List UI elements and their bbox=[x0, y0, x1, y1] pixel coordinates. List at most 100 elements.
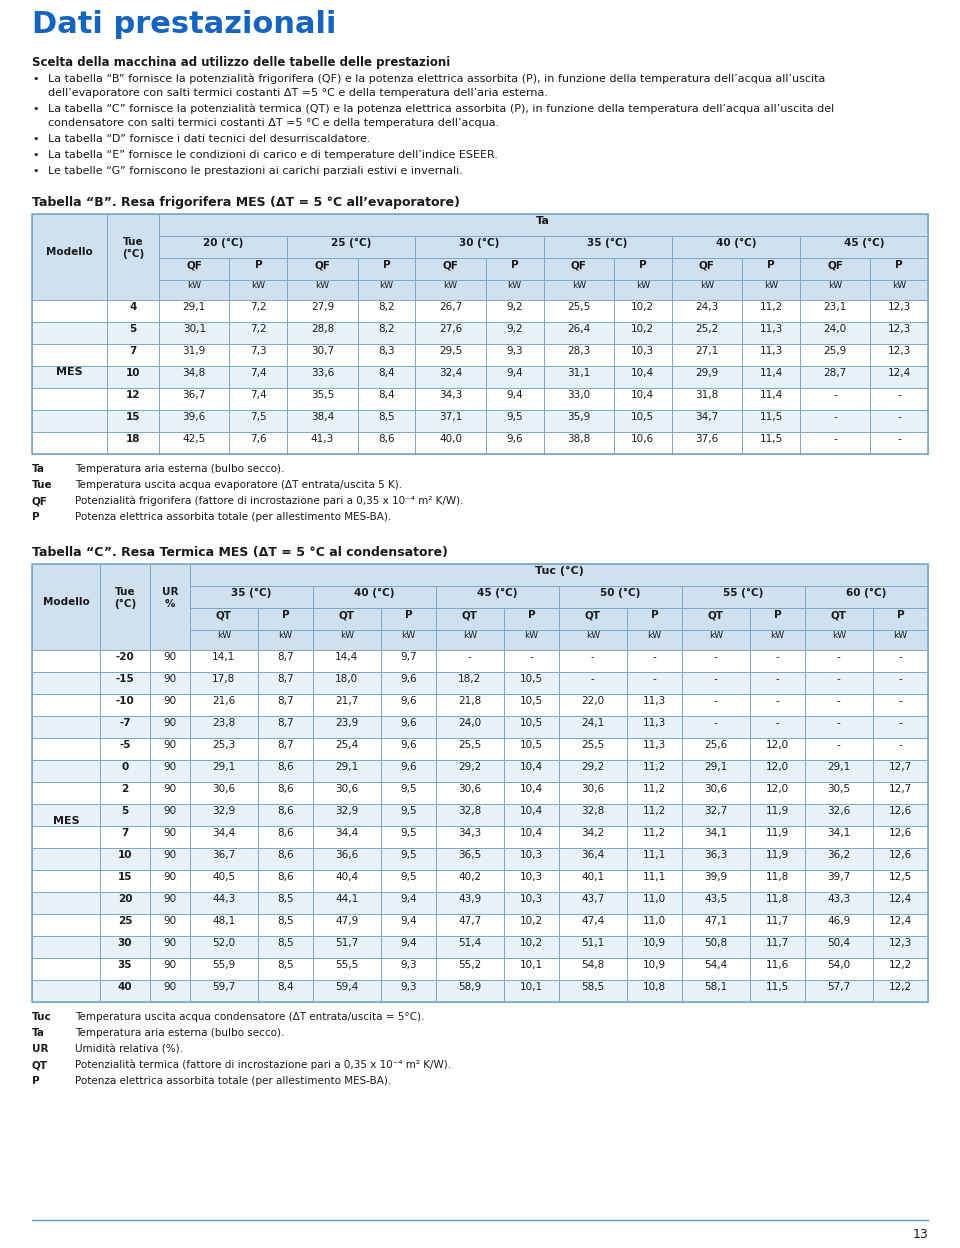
Bar bbox=[416, 388, 486, 411]
Text: 11,8: 11,8 bbox=[766, 894, 789, 904]
Text: kW: kW bbox=[700, 282, 714, 291]
Bar bbox=[504, 892, 559, 914]
Bar bbox=[750, 650, 805, 671]
Bar bbox=[381, 650, 436, 671]
Text: 7,2: 7,2 bbox=[250, 324, 267, 334]
Text: 10,2: 10,2 bbox=[632, 324, 655, 334]
Text: 30: 30 bbox=[118, 938, 132, 948]
Text: 12,6: 12,6 bbox=[889, 806, 912, 816]
Bar bbox=[190, 892, 257, 914]
Text: 12,2: 12,2 bbox=[889, 982, 912, 992]
Text: QT: QT bbox=[216, 610, 231, 620]
Bar bbox=[190, 671, 257, 694]
Text: 29,5: 29,5 bbox=[439, 346, 462, 356]
Text: kW: kW bbox=[217, 631, 231, 640]
Bar bbox=[559, 738, 627, 760]
Text: -: - bbox=[898, 389, 901, 401]
Text: P: P bbox=[767, 260, 775, 270]
Bar bbox=[627, 892, 682, 914]
Text: 31,1: 31,1 bbox=[567, 368, 590, 378]
Bar bbox=[682, 782, 750, 804]
Bar bbox=[100, 847, 150, 870]
Text: 43,7: 43,7 bbox=[581, 894, 605, 904]
Text: -: - bbox=[833, 412, 837, 422]
Bar bbox=[32, 914, 100, 936]
Bar bbox=[313, 804, 381, 826]
Text: -: - bbox=[714, 651, 718, 661]
Bar bbox=[486, 411, 543, 432]
Text: kW: kW bbox=[572, 282, 586, 291]
Bar bbox=[287, 300, 358, 322]
Bar bbox=[313, 936, 381, 958]
Text: -: - bbox=[899, 718, 902, 728]
Bar bbox=[873, 694, 928, 716]
Text: 10,4: 10,4 bbox=[519, 827, 543, 837]
Bar bbox=[107, 366, 159, 388]
Text: 50 (°C): 50 (°C) bbox=[600, 588, 640, 598]
Bar bbox=[486, 388, 543, 411]
Text: -: - bbox=[714, 696, 718, 706]
Text: Temperatura aria esterna (bulbo secco).: Temperatura aria esterna (bulbo secco). bbox=[75, 464, 284, 474]
Text: 11,2: 11,2 bbox=[642, 806, 666, 816]
Bar bbox=[682, 826, 750, 847]
Text: P: P bbox=[383, 260, 391, 270]
Text: QF: QF bbox=[315, 260, 330, 270]
Text: 90: 90 bbox=[163, 827, 177, 837]
Text: La tabella “D” fornisce i dati tecnici del desurriscaldatore.: La tabella “D” fornisce i dati tecnici d… bbox=[48, 134, 371, 144]
Text: 11,9: 11,9 bbox=[766, 827, 789, 837]
Text: 43,5: 43,5 bbox=[705, 894, 728, 904]
Bar bbox=[287, 366, 358, 388]
Text: 21,6: 21,6 bbox=[212, 696, 235, 706]
Bar bbox=[100, 694, 150, 716]
Text: P: P bbox=[32, 1076, 39, 1086]
Text: 43,3: 43,3 bbox=[828, 894, 851, 904]
Bar bbox=[100, 782, 150, 804]
Text: QT: QT bbox=[830, 610, 847, 620]
Text: 25: 25 bbox=[118, 916, 132, 926]
Text: MES: MES bbox=[53, 816, 80, 826]
Text: 41,3: 41,3 bbox=[311, 434, 334, 444]
Text: 36,7: 36,7 bbox=[182, 389, 205, 401]
Bar bbox=[682, 760, 750, 782]
Text: 10,8: 10,8 bbox=[643, 982, 666, 992]
Text: 9,6: 9,6 bbox=[400, 740, 417, 750]
Text: 25,5: 25,5 bbox=[581, 740, 605, 750]
Text: kW: kW bbox=[586, 631, 600, 640]
Bar bbox=[257, 694, 313, 716]
Bar bbox=[100, 760, 150, 782]
Bar bbox=[436, 980, 504, 1002]
Bar bbox=[682, 958, 750, 980]
Bar bbox=[871, 344, 928, 366]
Bar bbox=[873, 630, 928, 650]
Bar bbox=[190, 760, 257, 782]
Bar bbox=[190, 716, 257, 738]
Text: 24,0: 24,0 bbox=[824, 324, 847, 334]
Text: Temperatura uscita acqua evaporatore (ΔT entrata/uscita 5 K).: Temperatura uscita acqua evaporatore (ΔT… bbox=[75, 480, 402, 490]
Bar bbox=[873, 980, 928, 1002]
Text: QF: QF bbox=[699, 260, 715, 270]
Text: 90: 90 bbox=[163, 982, 177, 992]
Text: 10,2: 10,2 bbox=[519, 938, 543, 948]
Bar bbox=[873, 650, 928, 671]
Text: 36,4: 36,4 bbox=[581, 850, 605, 860]
Bar bbox=[190, 870, 257, 892]
Text: 25 (°C): 25 (°C) bbox=[331, 238, 372, 248]
Bar bbox=[805, 936, 873, 958]
Bar bbox=[358, 432, 416, 454]
Bar bbox=[682, 650, 750, 671]
Bar bbox=[750, 630, 805, 650]
Text: Tue
(°C): Tue (°C) bbox=[114, 587, 136, 609]
Bar bbox=[313, 738, 381, 760]
Bar bbox=[504, 958, 559, 980]
Bar bbox=[381, 870, 436, 892]
Bar bbox=[672, 236, 800, 258]
Bar bbox=[559, 847, 627, 870]
Text: -: - bbox=[837, 674, 841, 684]
Text: 8,4: 8,4 bbox=[277, 982, 294, 992]
Bar bbox=[100, 892, 150, 914]
Bar bbox=[873, 870, 928, 892]
Text: UR
%: UR % bbox=[161, 588, 179, 609]
Bar bbox=[682, 892, 750, 914]
Bar bbox=[436, 630, 504, 650]
Bar bbox=[257, 870, 313, 892]
